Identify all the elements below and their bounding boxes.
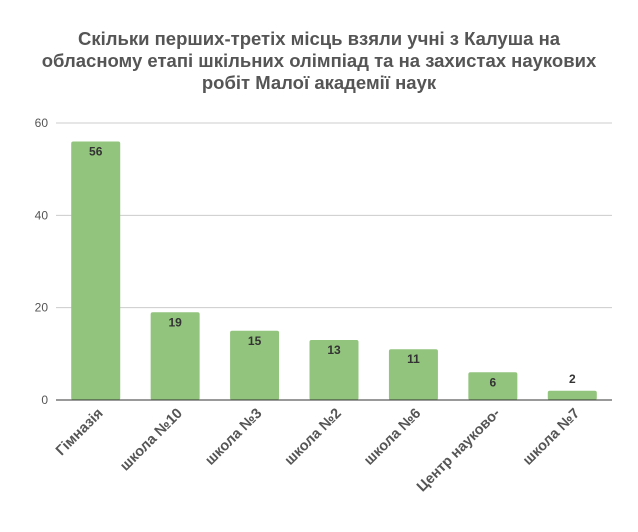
x-tick-label: школа №10 [117, 406, 186, 475]
data-label: 15 [248, 334, 262, 348]
y-tick-label: 40 [35, 208, 49, 222]
bar [309, 339, 359, 400]
y-tick-label: 0 [41, 393, 48, 407]
x-tick-label: Центр науково- [414, 405, 504, 495]
y-tick-label: 20 [35, 301, 49, 315]
y-tick-label: 60 [35, 116, 49, 130]
chart-title: Скільки перших-третіх місць взяли учні з… [20, 28, 618, 94]
data-label: 11 [407, 352, 420, 366]
bar [388, 349, 438, 400]
x-tick-label: Гімназія [53, 406, 107, 460]
data-label: 6 [490, 375, 497, 389]
bar [547, 390, 597, 400]
chart-title-line-2: обласному етапі шкільних олімпіад та на … [41, 50, 597, 71]
data-label: 2 [569, 372, 576, 386]
bar [230, 330, 280, 400]
data-label: 13 [327, 343, 341, 357]
chart-title-line-3: робіт Малої академії наук [201, 72, 437, 93]
x-tick-label: школа №2 [282, 406, 345, 469]
chart-title-line-1: Скільки перших-третіх місць взяли учні з… [77, 28, 561, 49]
bar [468, 372, 518, 400]
x-tick-label: школа №6 [361, 406, 424, 469]
x-tick-label: школа №3 [202, 406, 265, 469]
x-tick-label: школа №7 [520, 406, 583, 469]
bar [71, 141, 121, 400]
data-label: 56 [89, 144, 103, 158]
bar [150, 312, 200, 400]
data-label: 19 [168, 315, 182, 329]
